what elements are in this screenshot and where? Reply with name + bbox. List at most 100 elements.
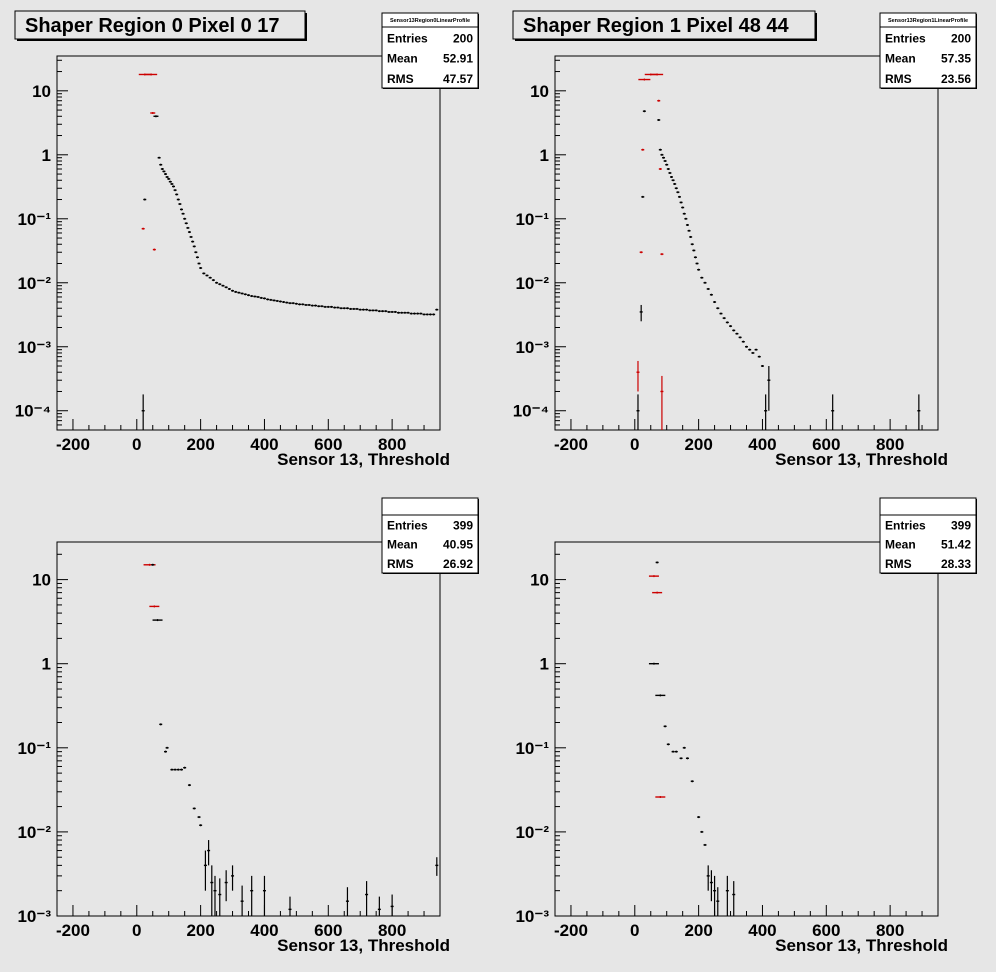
chart-panel-2: -200 0 200 400 600 800 10⁻³ 10⁻² 10⁻¹ 1 10 Sensor 1… <box>17 497 479 955</box>
data-point <box>416 312 420 315</box>
data-point <box>665 163 669 166</box>
data-point <box>725 321 729 324</box>
data-point <box>183 217 187 220</box>
data-point <box>666 167 670 170</box>
data-point <box>189 235 193 238</box>
data-point <box>253 295 257 298</box>
chart-panel-0: -200 0 200 400 600 800 10⁻⁴ 10⁻³ 10⁻² 10⁻¹ 1 10 Sens… <box>14 10 479 469</box>
data-point <box>176 198 180 201</box>
data-point <box>301 303 305 306</box>
data-point <box>422 313 426 316</box>
data-point <box>636 360 640 392</box>
data-point <box>732 881 736 916</box>
y-tick-label: 1 <box>540 146 549 165</box>
stats-box <box>879 12 977 89</box>
stats-label: RMS <box>387 557 414 571</box>
data-point <box>187 231 191 234</box>
data-point <box>658 148 662 151</box>
data-point <box>397 311 401 314</box>
data-point <box>314 304 318 307</box>
data-point <box>719 312 723 315</box>
plot-frame <box>56 541 441 917</box>
data-point <box>294 302 298 305</box>
data-point <box>192 807 196 810</box>
x-tick-label: 0 <box>132 921 141 940</box>
data-point <box>173 768 177 771</box>
data-point <box>288 302 292 305</box>
data-point <box>149 605 160 608</box>
data-point <box>697 816 701 819</box>
data-point <box>690 243 694 246</box>
y-tick-label: 10⁻² <box>515 823 549 842</box>
stats-label: RMS <box>387 72 414 86</box>
x-tick-label: 400 <box>748 435 776 454</box>
data-point <box>317 305 321 308</box>
data-point <box>432 313 436 316</box>
stats-label: Mean <box>387 52 418 66</box>
y-tick-label: 10 <box>32 571 51 590</box>
data-point <box>143 198 147 201</box>
x-tick-label: 0 <box>132 435 141 454</box>
x-tick-label: 200 <box>186 921 214 940</box>
data-point <box>716 887 720 916</box>
x-tick-label: 0 <box>630 921 639 940</box>
data-point <box>164 173 168 176</box>
plot-frame <box>554 541 939 917</box>
data-point <box>651 73 664 76</box>
data-point <box>700 830 704 833</box>
data-point <box>211 279 215 282</box>
data-point <box>165 746 169 749</box>
data-point <box>202 272 206 275</box>
stats-value: 399 <box>453 518 473 532</box>
data-point <box>256 295 260 298</box>
data-point <box>695 262 699 265</box>
data-point <box>179 768 183 771</box>
data-point <box>237 291 241 294</box>
data-point <box>278 300 282 303</box>
y-tick-label: 10⁻⁴ <box>15 402 51 421</box>
data-point <box>164 750 168 753</box>
data-point <box>199 267 203 270</box>
stats-label: RMS <box>885 72 912 86</box>
data-point <box>224 286 228 289</box>
data-point <box>748 348 752 351</box>
data-point <box>275 299 279 302</box>
data-point <box>159 723 163 726</box>
data-point <box>208 276 212 279</box>
data-point <box>684 217 688 220</box>
data-point <box>194 251 198 254</box>
data-point <box>240 292 244 295</box>
data-point <box>663 725 667 728</box>
data-point <box>700 276 704 279</box>
stats-histogram-name: Sensor13Region0LinearProfile <box>390 18 470 24</box>
x-tick-label: 400 <box>250 435 278 454</box>
y-tick-label: 10⁻³ <box>17 338 51 357</box>
data-point <box>760 365 764 368</box>
data-point <box>660 153 664 156</box>
data-point <box>259 296 263 299</box>
data-point <box>648 575 659 578</box>
data-point <box>641 195 645 198</box>
data-point <box>247 294 250 297</box>
x-tick-label: 200 <box>684 921 712 940</box>
data-point <box>186 226 190 229</box>
data-point <box>384 310 388 313</box>
title-box <box>14 10 306 40</box>
data-point <box>725 875 729 916</box>
data-point <box>657 118 661 121</box>
data-point <box>716 307 720 310</box>
y-tick-label: 10 <box>530 571 549 590</box>
data-point <box>243 293 247 296</box>
data-point <box>409 312 413 315</box>
data-point <box>234 290 238 293</box>
data-point <box>764 394 768 430</box>
data-point <box>406 311 410 314</box>
x-tick-label: 400 <box>748 921 776 940</box>
data-point <box>681 206 685 209</box>
data-point <box>641 148 645 151</box>
data-point <box>262 875 266 916</box>
data-point <box>751 351 755 354</box>
data-point <box>184 222 188 225</box>
data-point <box>141 394 145 430</box>
x-axis-label: Sensor 13, Threshold <box>277 450 450 469</box>
